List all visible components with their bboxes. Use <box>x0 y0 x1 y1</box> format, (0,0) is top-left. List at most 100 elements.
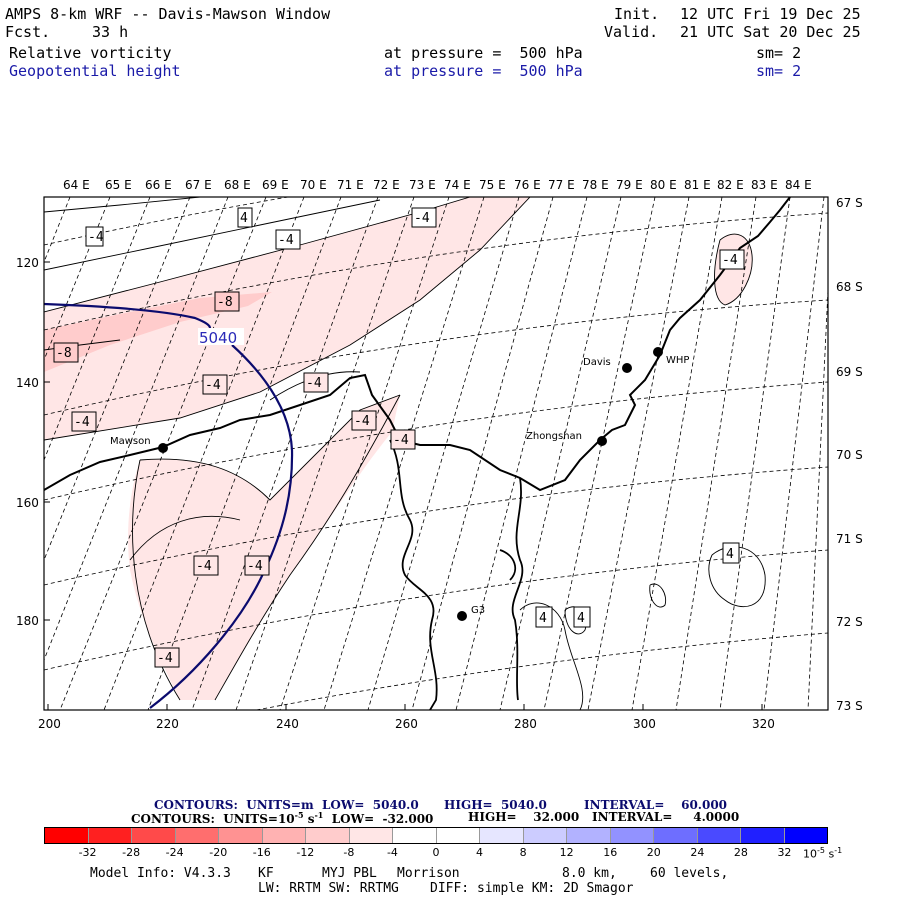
colorbar-tick-label: -28 <box>122 846 141 859</box>
colorbar-tick-label: 0 <box>432 846 440 859</box>
model-info-pbl: MYJ PBL <box>322 866 377 881</box>
height-label-bg <box>198 328 244 345</box>
height-contour-interval: INTERVAL= 60.000 <box>584 798 728 812</box>
init-label: Init. <box>614 5 660 23</box>
vort-band-medium <box>44 292 272 372</box>
station-g3-marker <box>457 611 467 621</box>
colorbar-segment <box>523 828 567 843</box>
lon-label-68: 68 E <box>224 178 251 192</box>
bottom-axis-labels: 200 220 240 260 280 300 320 <box>38 717 775 731</box>
colorbar-tick-label: 28 <box>733 846 748 859</box>
x-label-280: 280 <box>514 717 537 731</box>
lat-label-73: 73 S <box>836 699 863 713</box>
vort-contour-exp2: -1 <box>314 810 324 820</box>
vort-label: -4 <box>390 429 416 450</box>
vort-label: -8 <box>53 342 79 363</box>
top-longitude-labels: 64 E 65 E 66 E 67 E 68 E 69 E 70 E 71 E … <box>63 178 812 192</box>
station-mawson-marker <box>158 443 168 453</box>
map-frame <box>43 196 829 711</box>
colorbar-segment <box>132 828 176 843</box>
station-markers <box>158 347 663 621</box>
svg-text:-4: -4 <box>196 559 212 574</box>
colorbar-tick-label: -20 <box>209 846 228 859</box>
colorbar-segment <box>784 828 827 843</box>
forecast-label: Fcst. <box>5 23 51 41</box>
height-contour-info: CONTOURS: UNITS=m LOW= 5040.0 <box>154 798 419 812</box>
colorbar-segment <box>175 828 219 843</box>
vort-band-light-upper <box>44 197 530 440</box>
lon-label-70: 70 E <box>300 178 327 192</box>
vort-contour-exp: -5 <box>294 810 304 820</box>
colorbar-unit: 10-5 s-1 <box>803 846 842 861</box>
left-axis-labels: 120 140 160 180 <box>16 256 39 628</box>
model-info-cu: KF <box>258 866 274 881</box>
colorbar-tick-label: 20 <box>646 846 661 859</box>
svg-text:-4: -4 <box>393 433 409 448</box>
colorbar-unit-exp2: -1 <box>834 846 843 855</box>
field2-smoothing: sm= 2 <box>756 62 802 80</box>
y-label-120: 120 <box>16 256 39 270</box>
lon-label-72: 72 E <box>373 178 400 192</box>
station-label-davis: Davis <box>583 357 611 368</box>
ice-margin-lines <box>389 439 524 710</box>
vort-contour-high: HIGH= 32.000 <box>468 810 580 824</box>
station-labels: Mawson Davis WHP Zhongshan G3 <box>110 355 689 616</box>
colorbar-tick-label: -16 <box>252 846 271 859</box>
station-label-zhongshan: Zhongshan <box>526 431 582 442</box>
height-contour-label: 5040 <box>199 329 237 347</box>
forecast-hours: 33 h <box>92 23 129 41</box>
colorbar-segment <box>88 828 132 843</box>
svg-text:-4: -4 <box>722 253 738 268</box>
colorbar-unit-base: 10 <box>803 847 817 861</box>
svg-text:-4: -4 <box>74 415 90 430</box>
vort-label: -4 <box>154 647 180 668</box>
lon-label-79: 79 E <box>616 178 643 192</box>
svg-text:-8: -8 <box>217 295 233 310</box>
vorticity-contours <box>44 197 766 710</box>
svg-text:-4: -4 <box>354 414 370 429</box>
height-contour-5040-upper <box>44 302 212 329</box>
colorbar-tick-label: -32 <box>78 846 97 859</box>
x-label-220: 220 <box>156 717 179 731</box>
model-info-label: Model Info: V4.3.3 <box>90 866 231 881</box>
vort-band-light-lower <box>128 395 400 700</box>
vort-contour-low: LOW= -32.000 <box>323 812 434 826</box>
vort-label: -4 <box>719 249 745 270</box>
right-latitude-labels: 67 S 68 S 69 S 70 S 71 S 72 S 73 S <box>836 196 863 713</box>
lon-label-80: 80 E <box>650 178 677 192</box>
colorbar-segment <box>697 828 741 843</box>
field2-level: at pressure = 500 hPa <box>384 62 583 80</box>
model-info-radiation: LW: RRTM SW: RRTMG <box>258 881 399 896</box>
lat-label-67: 67 S <box>836 196 863 210</box>
height-contours <box>44 302 294 709</box>
model-info-res: 8.0 km, <box>562 866 617 881</box>
chart-title: AMPS 8-km WRF -- Davis-Mawson Window <box>5 5 331 23</box>
colorbar-unit-exp: -5 <box>817 846 825 855</box>
vort-label: -4 <box>275 229 301 250</box>
lon-label-76: 76 E <box>514 178 541 192</box>
x-label-320: 320 <box>752 717 775 731</box>
vort-label: -4 <box>411 207 437 228</box>
vort-contour-interval: INTERVAL= 4.0000 <box>592 810 740 824</box>
y-label-180: 180 <box>16 614 39 628</box>
vort-label: -4 <box>85 226 104 247</box>
colorbar-tick-label: 4 <box>476 846 484 859</box>
vort-label: 4 <box>722 542 740 564</box>
colorbar-segment <box>610 828 654 843</box>
colorbar-segment <box>436 828 480 843</box>
colorbar-tick-label: -4 <box>386 846 398 859</box>
height-contour-5040-lower <box>149 344 294 709</box>
vort-label: -4 <box>351 410 377 431</box>
graticule <box>44 197 828 710</box>
vort-contour-unit-tail: s <box>303 812 315 826</box>
x-label-300: 300 <box>633 717 656 731</box>
vort-contour-info: CONTOURS: UNITS=10-5 s-1 LOW= -32.000 <box>131 810 433 826</box>
x-label-200: 200 <box>38 717 61 731</box>
model-info-mp: Morrison <box>397 866 460 881</box>
lon-label-83: 83 E <box>751 178 778 192</box>
lon-label-73: 73 E <box>409 178 436 192</box>
lon-label-71: 71 E <box>337 178 364 192</box>
colorbar-tick-label: -12 <box>296 846 315 859</box>
lat-label-69: 69 S <box>836 365 863 379</box>
